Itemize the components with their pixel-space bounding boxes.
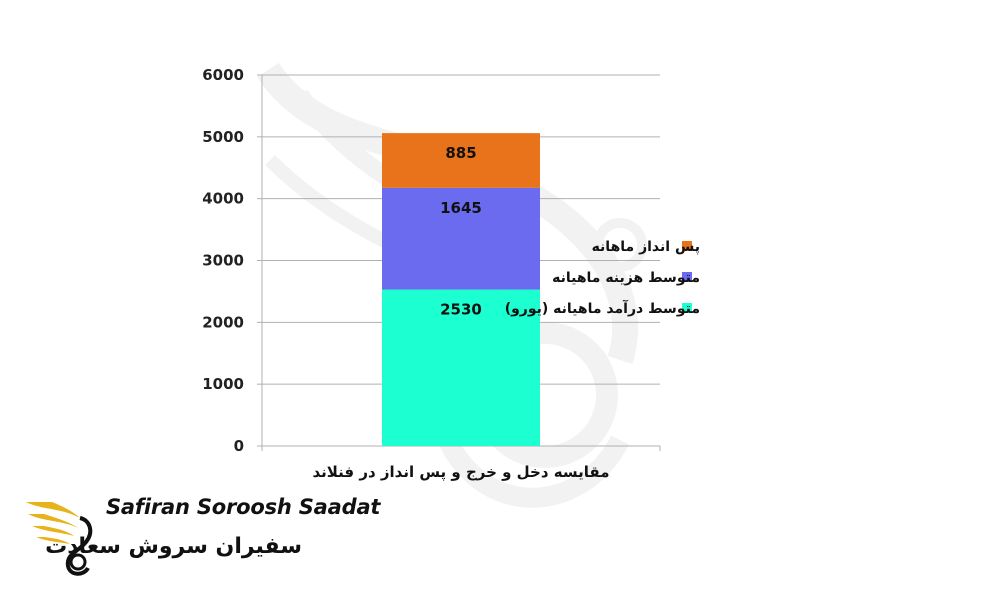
legend-label: متوسط درآمد ماهیانه (یورو) — [505, 299, 700, 317]
legend-swatch — [682, 241, 692, 251]
data-labels: 2530 1645 885 — [440, 144, 482, 318]
legend-label: پس انداز ماهانه — [592, 239, 700, 255]
y-tick-label: 5000 — [202, 128, 244, 146]
brand-logo: Safiran Soroosh Saadat سفیران سروش سعادت — [22, 492, 380, 582]
y-tick-label: 2000 — [202, 313, 244, 331]
category-label: مقایسه دخل و خرج و پس انداز در فنلاند — [313, 463, 610, 482]
data-label: 2530 — [440, 301, 482, 319]
legend: پس انداز ماهانه متوسط هزینه ماهیانه متوسط … — [505, 239, 700, 317]
data-label: 1645 — [440, 199, 482, 217]
y-axis: 0 1000 2000 3000 4000 5000 6000 — [202, 66, 661, 455]
data-label: 885 — [445, 144, 476, 162]
y-tick-label: 3000 — [202, 252, 244, 270]
y-tick-label: 1000 — [202, 375, 244, 393]
wing-swirl-icon — [26, 502, 93, 576]
legend-label: متوسط هزینه ماهیانه — [552, 270, 700, 286]
y-tick-label: 0 — [234, 437, 244, 455]
y-tick-label: 6000 — [202, 66, 244, 84]
brand-name-en: Safiran Soroosh Saadat — [106, 495, 381, 519]
bars — [382, 133, 540, 446]
brand-name-fa: سفیران سروش سعادت — [45, 534, 302, 559]
legend-swatch — [682, 272, 692, 282]
legend-swatch — [682, 303, 692, 313]
y-tick-label: 4000 — [202, 190, 244, 208]
bar-segment — [382, 133, 540, 188]
bar-segment — [382, 289, 540, 446]
bar-segment — [382, 187, 540, 290]
x-axis: مقایسه دخل و خرج و پس انداز در فنلاند — [313, 463, 610, 482]
